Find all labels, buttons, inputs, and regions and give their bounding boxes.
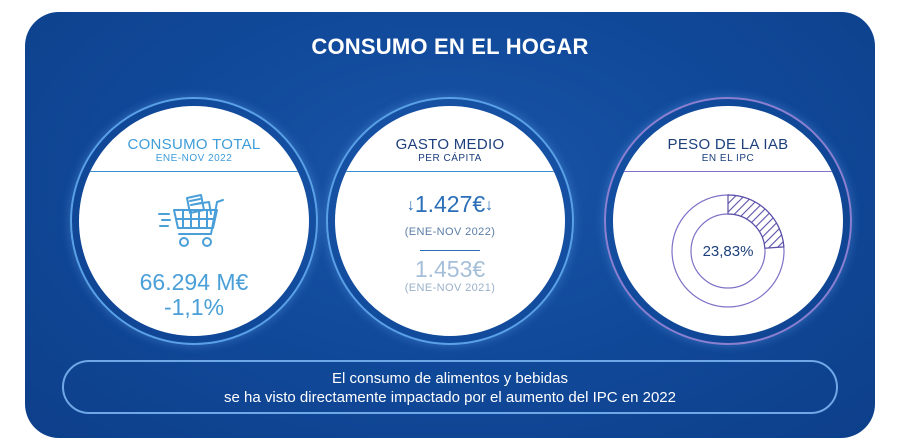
peso-iab-heading: PESO DE LA IAB xyxy=(667,136,789,153)
peso-iab-ring xyxy=(604,97,852,345)
consumo-total-disc: CONSUMO TOTAL ENE-NOV 2022 xyxy=(79,106,309,336)
consumo-total-panel: CONSUMO TOTAL ENE-NOV 2022 xyxy=(70,97,318,345)
gasto-medio-current-value: 1.427€ xyxy=(414,191,486,217)
peso-iab-divider xyxy=(613,171,843,172)
gasto-medio-previous-period: (ENE-NOV 2021) xyxy=(404,282,496,294)
peso-iab-panel: PESO DE LA IAB EN EL IPC 23,83% xyxy=(604,97,852,345)
down-arrow-icon: ↓ xyxy=(485,197,494,214)
infographic-card: CONSUMO EN EL HOGAR CONSUMO TOTAL ENE-NO… xyxy=(25,12,875,438)
gasto-medio-separator xyxy=(420,250,480,251)
down-arrow-icon: ↓ xyxy=(406,197,415,214)
peso-iab-subheading: EN EL IPC xyxy=(701,153,755,164)
peso-iab-disc: PESO DE LA IAB EN EL IPC 23,83% xyxy=(613,106,843,336)
gasto-medio-previous-value: 1.453€ xyxy=(414,256,486,282)
peso-iab-donut-chart: 23,83% xyxy=(671,194,785,308)
gasto-medio-current-period: (ENE-NOV 2022) xyxy=(404,226,496,238)
gasto-medio-panel: GASTO MEDIO PER CÁPITA ↓1.427€↓ (ENE-NOV… xyxy=(326,97,574,345)
consumo-total-divider xyxy=(79,171,309,172)
shopping-cart-icon xyxy=(158,194,224,247)
gasto-medio-subheading: PER CÁPITA xyxy=(418,153,482,164)
gasto-medio-heading: GASTO MEDIO xyxy=(395,136,505,153)
infographic-title: CONSUMO EN EL HOGAR xyxy=(311,34,589,59)
gasto-medio-divider xyxy=(335,171,565,172)
consumo-total-heading: CONSUMO TOTAL xyxy=(127,136,261,153)
donut-iab-share-slice xyxy=(727,194,785,249)
gasto-medio-current: ↓1.427€↓ xyxy=(335,191,565,218)
consumo-total-period: ENE-NOV 2022 xyxy=(155,153,233,164)
consumo-total-ring xyxy=(70,97,318,345)
footer-note: El consumo de alimentos y bebidas se ha … xyxy=(62,360,838,414)
consumo-total-change: -1,1% xyxy=(163,294,225,320)
consumo-total-value: 66.294 M€ xyxy=(139,269,249,295)
footer-line-2: se ha visto directamente impactado por e… xyxy=(224,389,676,406)
peso-iab-share-label: 23,83% xyxy=(703,243,754,260)
footer-line-1: El consumo de alimentos y bebidas xyxy=(332,370,568,387)
gasto-medio-ring xyxy=(326,97,574,345)
gasto-medio-disc: GASTO MEDIO PER CÁPITA ↓1.427€↓ (ENE-NOV… xyxy=(335,106,565,336)
